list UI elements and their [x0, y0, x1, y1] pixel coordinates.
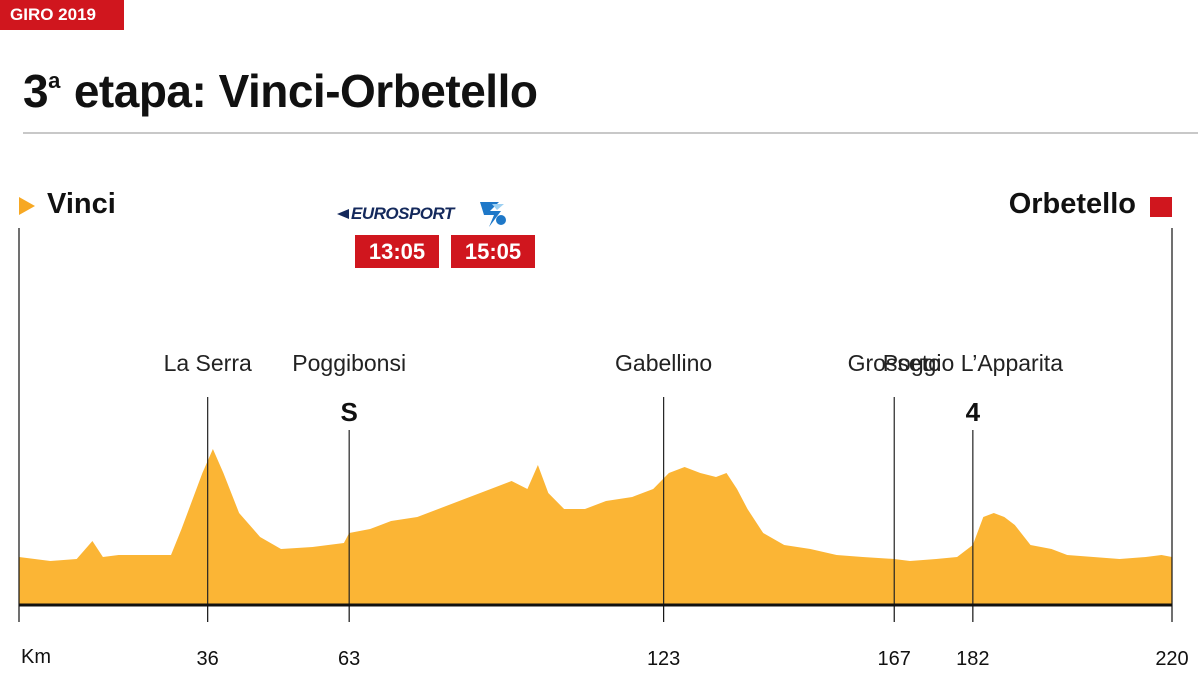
- km-tick-label: 182: [956, 648, 989, 670]
- rai-sport-icon: [480, 202, 506, 227]
- poi-label: Grosseto: [848, 350, 941, 376]
- poi-label: Poggibonsi: [292, 350, 406, 376]
- km-tick-label: 123: [647, 648, 680, 670]
- poi-marker: 4: [966, 397, 981, 427]
- finish-city: Orbetello: [1008, 188, 1136, 220]
- km-tick-label: 167: [878, 648, 911, 670]
- stage-title-text: etapa: Vinci-Orbetello: [73, 65, 538, 117]
- stage-ordinal: a: [48, 68, 60, 93]
- rai-time-badge: 15:05: [451, 235, 535, 268]
- eurosport-arrow-icon: [337, 208, 349, 219]
- finish-flag-icon: [1150, 197, 1172, 217]
- poi-layer: La Serra Poggibonsi S Gabellino GrossetoPogg…: [164, 350, 1064, 605]
- km-axis-label: Km: [21, 646, 51, 668]
- eurosport-label: EUROSPORT: [351, 204, 454, 223]
- poi-marker: S: [341, 397, 358, 427]
- eurosport-logo: EUROSPORT: [337, 204, 454, 224]
- stage-number: 3: [23, 65, 49, 117]
- km-tick-label: 36: [197, 648, 219, 670]
- km-tick-label: 220: [1155, 648, 1188, 670]
- poi-label: La Serra: [164, 350, 252, 376]
- title-divider: [23, 132, 1198, 134]
- start-arrow-icon: [19, 197, 35, 215]
- event-badge: GIRO 2019: [0, 0, 124, 30]
- poi-label: Poggio L’Apparita: [883, 350, 1064, 376]
- elevation-profile: [19, 449, 1172, 605]
- page-title: 3a etapa: Vinci-Orbetello: [23, 64, 538, 118]
- poi-label: Gabellino: [615, 350, 712, 376]
- start-city: Vinci: [47, 188, 116, 220]
- axis-layer: Km 36 63 123 167 182 220: [18, 228, 1189, 670]
- profile-layer: [19, 449, 1172, 605]
- eurosport-time-badge: 13:05: [355, 235, 439, 268]
- km-tick-label: 63: [338, 648, 360, 670]
